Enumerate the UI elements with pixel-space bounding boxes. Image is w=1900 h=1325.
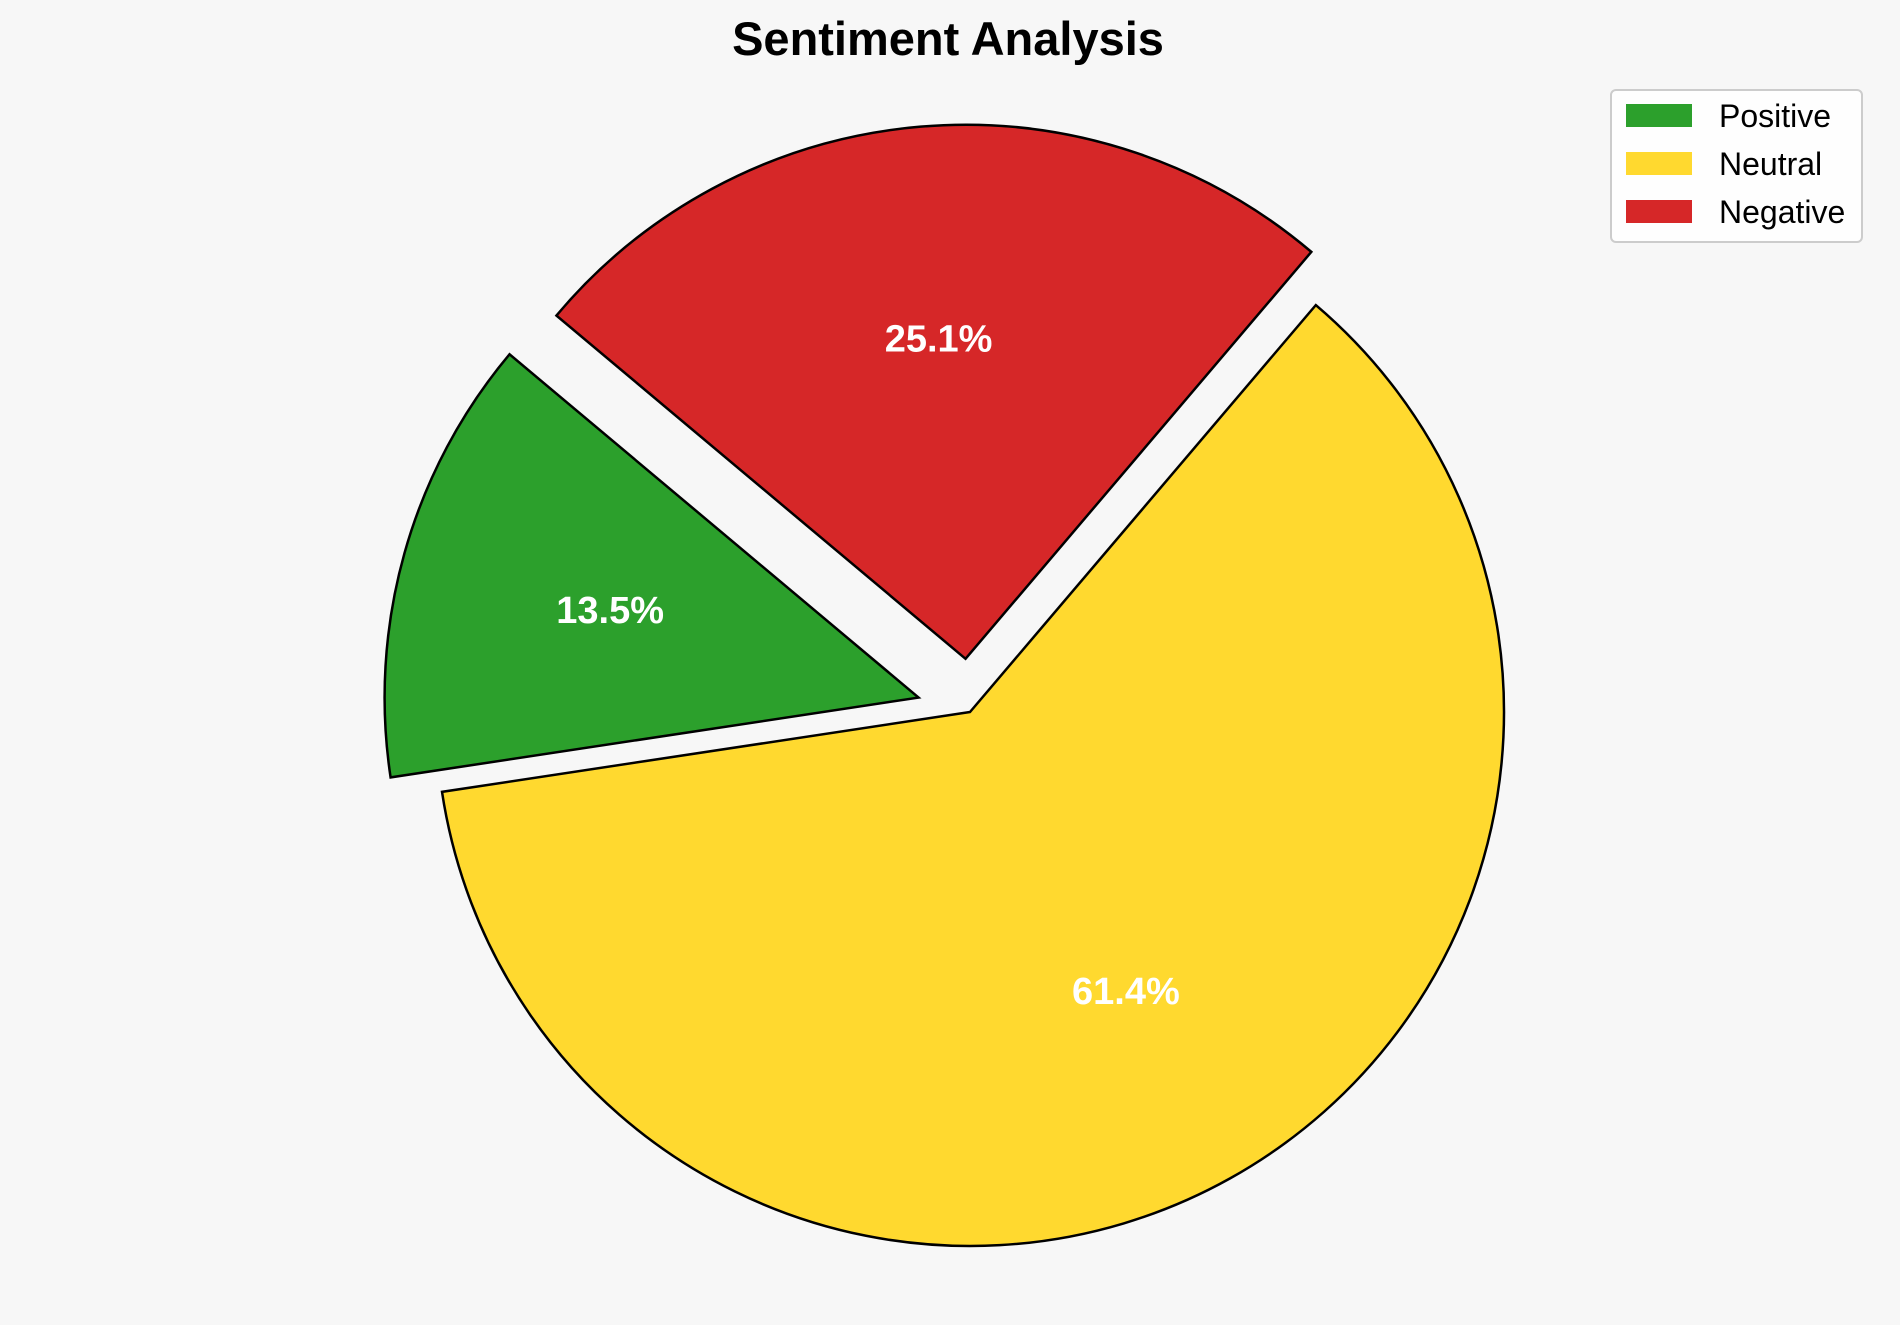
legend-swatch-neutral [1626, 152, 1692, 175]
legend-label-positive: Positive [1719, 98, 1831, 134]
pie-slices [383, 123, 1506, 1248]
percent-label-neutral: 61.4% [1072, 971, 1180, 1013]
pie-percent-labels: 13.5% 61.4% 25.1% [556, 319, 1180, 1013]
percent-label-positive: 13.5% [556, 590, 664, 632]
legend: Positive Neutral Negative [1610, 89, 1863, 243]
percent-label-negative: 25.1% [885, 319, 993, 361]
legend-swatch-negative [1626, 200, 1692, 223]
legend-label-negative: Negative [1719, 194, 1845, 230]
pie-slice-negative [554, 123, 1314, 661]
legend-label-neutral: Neutral [1719, 146, 1822, 182]
pie-slice-neutral [440, 303, 1506, 1248]
legend-swatch-positive [1626, 104, 1692, 127]
pie-slice-positive [383, 352, 922, 779]
chart-title: Sentiment Analysis [732, 12, 1164, 65]
